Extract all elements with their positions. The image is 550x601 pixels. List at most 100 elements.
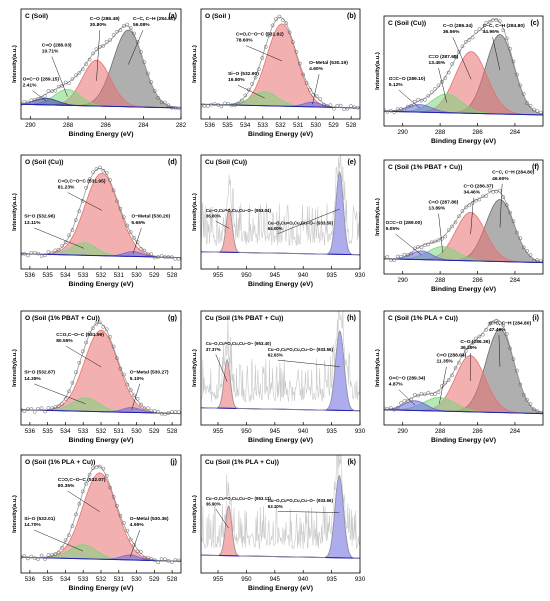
data-marker xyxy=(56,404,61,408)
data-marker xyxy=(497,19,502,24)
data-marker xyxy=(460,353,465,358)
pointer-line xyxy=(277,359,340,367)
data-marker xyxy=(470,341,475,345)
plot-area-g xyxy=(21,320,181,417)
data-marker xyxy=(395,405,400,410)
data-marker xyxy=(525,397,529,402)
data-marker xyxy=(518,236,523,241)
x-tick-label: 290 xyxy=(398,277,409,284)
x-tick-label: 935 xyxy=(326,576,337,583)
data-marker xyxy=(108,334,112,339)
data-marker xyxy=(477,27,482,31)
data-marker xyxy=(29,554,34,559)
x-tick-label: 290 xyxy=(398,428,409,435)
y-axis-label: Intensity(a.u.) xyxy=(192,349,198,387)
data-marker xyxy=(149,80,154,85)
peak-label-e-1: Cu−O,Cu=O,Cu,Cu−O− (933.59) xyxy=(268,221,334,226)
panel-letter: (b) xyxy=(347,13,356,20)
data-markers-g xyxy=(21,320,181,417)
raw-spectrum-k xyxy=(201,455,360,550)
data-marker xyxy=(443,234,448,239)
data-marker xyxy=(176,106,181,111)
peak-label-b-1: 16.80% xyxy=(228,77,245,83)
data-marker xyxy=(287,30,292,35)
peak-label-c-3: 5.12% xyxy=(389,82,404,88)
data-marker xyxy=(118,28,123,33)
peak-label-k-1: Cu−O,Cu=O,Cu,Cu−O− (933.66) xyxy=(268,498,334,503)
data-marker xyxy=(497,188,502,193)
data-marker xyxy=(94,47,99,52)
y-axis-label: Intensity(a.u.) xyxy=(192,495,198,533)
data-marker xyxy=(487,322,492,326)
x-tick-label: 940 xyxy=(298,428,309,435)
data-marker xyxy=(156,255,160,259)
frame-a xyxy=(20,8,182,120)
x-tick-label: 528 xyxy=(167,272,178,279)
data-marker xyxy=(236,101,241,106)
pointer-line xyxy=(237,84,265,99)
envelope-a xyxy=(21,25,181,109)
data-marker xyxy=(521,245,526,250)
data-marker xyxy=(152,89,157,93)
data-marker xyxy=(74,73,78,78)
peak-label-a-1: 30.80% xyxy=(90,22,107,28)
data-marker xyxy=(98,320,102,325)
background-line-d xyxy=(21,253,181,259)
data-marker xyxy=(43,409,47,414)
data-marker xyxy=(128,388,133,392)
data-marker xyxy=(423,243,427,248)
x-tick-label: 533 xyxy=(78,272,89,279)
peak-label-b-2: 4.60% xyxy=(309,66,324,72)
peak-label-j-1: 14.70% xyxy=(24,522,41,528)
x-tick-label: 529 xyxy=(149,272,160,279)
peak-label-g-0: C=O,C−O−C (531.99) xyxy=(56,332,104,338)
raw-spectrum-e xyxy=(201,155,360,246)
data-marker xyxy=(436,238,441,242)
data-marker xyxy=(399,401,403,405)
background-line-j xyxy=(21,556,181,562)
y-axis-label: Intensity(a.u.) xyxy=(192,193,198,231)
data-marker xyxy=(405,399,410,403)
data-marker xyxy=(399,254,403,259)
data-marker xyxy=(384,255,386,260)
x-axis-label: Binding Energy (eV) xyxy=(248,131,313,138)
peak-label-a-0: C−C, C−H (284.80) xyxy=(133,16,176,22)
envelope-k xyxy=(201,475,360,559)
data-marker xyxy=(135,40,140,44)
data-marker xyxy=(104,327,109,332)
data-marker xyxy=(474,198,478,203)
data-marker xyxy=(50,406,54,411)
data-marker xyxy=(50,552,54,557)
data-marker xyxy=(525,249,529,253)
data-marker xyxy=(142,555,147,560)
pointer-line xyxy=(34,529,84,552)
pointer-line xyxy=(498,334,501,367)
panel-letter: (a) xyxy=(168,13,177,20)
data-marker xyxy=(149,252,154,257)
data-marker xyxy=(29,98,34,103)
data-marker xyxy=(84,185,88,190)
pointer-line xyxy=(452,37,472,80)
data-marker xyxy=(101,43,106,48)
x-tick-label: 940 xyxy=(298,272,309,279)
data-marker xyxy=(385,407,390,411)
data-marker xyxy=(94,321,99,326)
x-tick-label: 935 xyxy=(326,272,337,279)
data-marker xyxy=(338,103,343,108)
data-marker xyxy=(250,82,254,86)
x-tick-label: 531 xyxy=(114,428,125,435)
data-marker xyxy=(36,251,40,256)
peak-label-i-1: 36.29% xyxy=(460,345,477,351)
data-marker xyxy=(63,80,68,85)
data-marker xyxy=(36,96,40,101)
y-axis-label: Intensity(a.u.) xyxy=(375,349,381,387)
pointer-line xyxy=(34,227,85,249)
peak-label-g-1: Si−O (532.87) xyxy=(24,370,55,376)
x-tick-label: 535 xyxy=(43,576,54,583)
data-marker xyxy=(125,22,130,27)
pointer-line xyxy=(312,74,320,105)
data-marker xyxy=(395,254,400,259)
data-marker xyxy=(453,220,458,225)
x-axis-label: Binding Energy (eV) xyxy=(248,281,313,288)
peak-label-f-1: C−O (286.37) xyxy=(464,183,494,189)
